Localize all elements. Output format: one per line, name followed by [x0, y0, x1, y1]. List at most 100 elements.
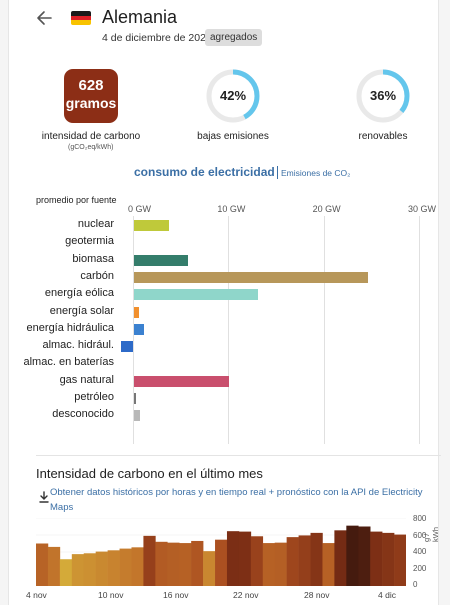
day-bar[interactable]	[143, 535, 156, 586]
aggregated-badge[interactable]: agregados	[205, 29, 263, 46]
bar-energ-a-hidr-ulica[interactable]	[134, 323, 145, 335]
y-tick-label: 600	[413, 530, 427, 540]
day-bar[interactable]	[95, 551, 108, 586]
bar-desconocido[interactable]	[134, 410, 140, 422]
day-bar[interactable]	[262, 543, 276, 586]
bar-gas-natural[interactable]	[134, 375, 230, 387]
low-emissions-value: 42%	[219, 88, 247, 103]
section-divider	[36, 455, 441, 456]
day-bar[interactable]	[107, 550, 120, 586]
average-by-source-label: promedio por fuente	[36, 195, 117, 205]
bar-energ-a-e-lica[interactable]	[134, 289, 258, 301]
day-bar[interactable]	[286, 537, 299, 586]
day-bar[interactable]	[203, 551, 216, 586]
source-label: gas natural	[59, 373, 114, 386]
day-bar[interactable]	[71, 554, 85, 586]
flag-stripe-black	[71, 11, 91, 16]
day-bar[interactable]	[298, 535, 311, 586]
bar-biomasa[interactable]	[134, 254, 189, 266]
source-label: geotermia	[65, 235, 114, 248]
day-bar[interactable]	[346, 525, 359, 586]
x-tick-label: 30 GW	[408, 204, 437, 214]
carbon-intensity-label: intensidad de carbono	[41, 131, 141, 142]
x-tick-label: 10 GW	[217, 204, 246, 214]
x-grid-line	[323, 216, 325, 444]
day-bar[interactable]	[334, 530, 347, 586]
y-tick-label: 200	[413, 563, 427, 573]
x-tick-label: 4 nov	[26, 590, 47, 600]
day-bar[interactable]	[250, 536, 264, 586]
source-label: petróleo	[74, 391, 114, 403]
country-panel: Alemania 4 de diciembre de 2022 agregado…	[8, 0, 441, 605]
x-tick-label: 0 GW	[128, 204, 152, 214]
day-bar[interactable]	[370, 531, 383, 586]
x-tick-label: 10 nov	[98, 590, 124, 600]
bar-petr-leo[interactable]	[134, 393, 136, 404]
source-label: almac. hidrául.	[42, 339, 114, 352]
source-label: nuclear	[77, 218, 114, 230]
day-bar[interactable]	[179, 543, 192, 586]
x-tick-label: 16 nov	[163, 590, 189, 600]
low-emissions-label: bajas emisiones	[197, 131, 269, 142]
x-grid-line	[419, 216, 420, 444]
monthly-carbon-chart	[36, 518, 406, 586]
country-title: Alemania	[102, 7, 178, 27]
source-label: desconocido	[52, 408, 114, 421]
day-bar[interactable]	[358, 526, 371, 587]
day-bar[interactable]	[310, 532, 323, 586]
date-label: 4 de diciembre de 2022	[102, 32, 212, 44]
monthly-y-unit: g / kWh	[422, 527, 440, 542]
day-bar[interactable]	[83, 553, 96, 586]
carbon-intensity-box: 628 gramos	[64, 69, 118, 123]
renewables-label: renovables	[358, 131, 408, 142]
flag-stripe-red	[71, 15, 91, 21]
carbon-intensity-unit: gramos	[65, 95, 117, 111]
day-bar[interactable]	[59, 559, 73, 586]
x-grid-line	[228, 216, 230, 444]
bar-carb-n[interactable]	[134, 271, 368, 283]
day-bar[interactable]	[119, 548, 132, 586]
day-bar[interactable]	[322, 543, 335, 586]
renewables-ring: 36%	[355, 68, 411, 124]
low-emissions-ring-graphic	[206, 69, 260, 123]
renewables-ring-graphic	[356, 69, 410, 123]
day-bar[interactable]	[226, 531, 240, 586]
low-emissions-ring: 42%	[205, 68, 261, 124]
renewables-value: 36%	[369, 88, 397, 103]
x-grid-line	[133, 216, 134, 444]
day-bar[interactable]	[36, 543, 49, 587]
y-tick-label: 400	[413, 547, 427, 556]
day-bar[interactable]	[274, 542, 287, 586]
day-bar[interactable]	[394, 534, 406, 586]
source-label: energía eólica	[44, 287, 114, 300]
tab-co2-emissions[interactable]: Emisiones de CO₂	[281, 168, 351, 178]
y-tick-label: 800	[413, 514, 427, 523]
day-bar[interactable]	[131, 547, 144, 586]
day-bar[interactable]	[47, 546, 61, 586]
tab-separator	[277, 166, 278, 179]
day-bar[interactable]	[382, 532, 395, 586]
bar-nuclear[interactable]	[134, 220, 170, 231]
monthly-chart-title: Intensidad de carbono en el último mes	[36, 466, 263, 481]
x-tick-label: 4 dic	[378, 590, 396, 600]
x-tick-label: 22 nov	[233, 590, 259, 600]
day-bar[interactable]	[191, 540, 204, 586]
day-bar[interactable]	[167, 542, 180, 586]
api-link[interactable]: Obtener datos históricos por horas y en …	[50, 487, 423, 513]
y-tick-label: 0	[413, 580, 418, 589]
bar-energ-a-solar[interactable]	[134, 306, 139, 318]
source-label: almac. en baterías	[23, 356, 115, 369]
x-tick-label: 20 GW	[312, 204, 341, 214]
flag-stripe-gold	[71, 20, 91, 25]
arrow-left-icon[interactable]	[35, 10, 53, 26]
source-label: biomasa	[72, 252, 114, 265]
carbon-intensity-sublabel: (gCO₂eq/kWh)	[68, 144, 114, 151]
source-label: energía solar	[49, 304, 114, 317]
day-bar[interactable]	[215, 539, 228, 586]
tab-electricity-consumption[interactable]: consumo de electricidad	[134, 165, 275, 179]
bar-almac-hidr-ul-[interactable]	[120, 341, 133, 353]
source-label: energía hidráulica	[26, 321, 114, 334]
day-bar[interactable]	[155, 541, 168, 586]
day-bar[interactable]	[238, 531, 252, 586]
download-icon[interactable]	[39, 491, 49, 503]
